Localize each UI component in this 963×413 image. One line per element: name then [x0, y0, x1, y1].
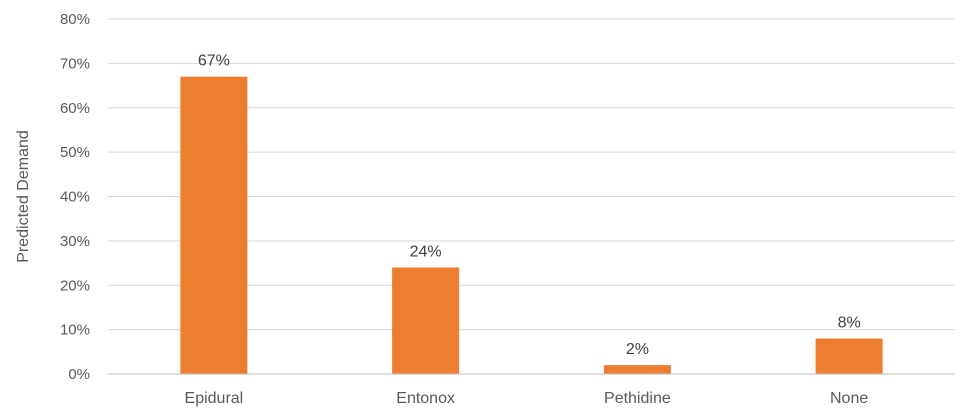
category-label: None [830, 390, 868, 407]
category-label: Pethidine [604, 390, 671, 407]
gridlines [108, 18, 955, 331]
data-label: 2% [626, 341, 649, 358]
y-tick-label: 40% [60, 189, 90, 206]
y-tick-label: 60% [60, 100, 90, 117]
bar [392, 267, 460, 374]
x-axis-categories: Epidural Entonox Pethidine None [185, 390, 869, 407]
y-tick-label: 10% [60, 322, 90, 339]
y-axis-title: Predicted Demand [15, 130, 32, 263]
y-tick-label: 20% [60, 277, 90, 294]
y-tick-label: 50% [60, 144, 90, 161]
data-label: 67% [198, 53, 230, 70]
data-label: 24% [410, 244, 442, 261]
bar [180, 76, 248, 374]
y-axis-ticks: 0% 10% 20% 30% 40% 50% 60% 70% 80% [60, 11, 90, 383]
y-tick-label: 70% [60, 55, 90, 72]
y-tick-label: 30% [60, 233, 90, 250]
data-label: 8% [838, 315, 861, 332]
y-tick-label: 0% [68, 366, 90, 383]
category-label: Entonox [396, 390, 455, 407]
bars [180, 76, 883, 374]
y-tick-label: 80% [60, 11, 90, 28]
category-label: Epidural [185, 390, 244, 407]
bar [815, 338, 883, 374]
data-labels: 67% 24% 2% 8% [198, 53, 861, 358]
bar [603, 365, 671, 374]
